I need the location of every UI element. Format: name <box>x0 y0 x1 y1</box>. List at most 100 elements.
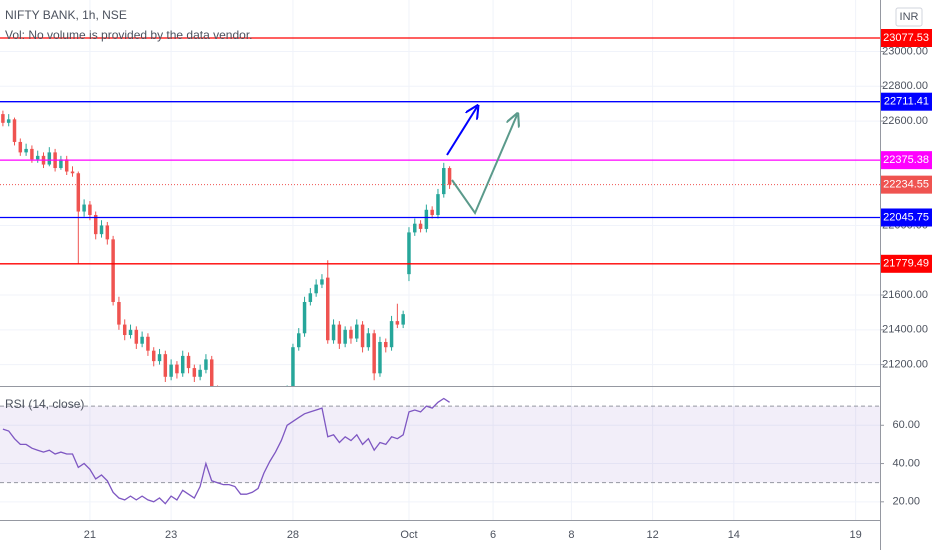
candle-body <box>24 148 28 153</box>
candle-body <box>151 350 156 362</box>
x-tick-label: Oct <box>400 529 417 541</box>
candle-body <box>297 333 301 348</box>
candle-body <box>355 324 359 339</box>
y-tick-label: 40.00 <box>892 457 920 469</box>
level-label-bg <box>881 29 932 48</box>
y-tick-label: 23000.00 <box>882 45 928 57</box>
rsi-band <box>0 406 880 483</box>
y-tick-label: 22800.00 <box>882 80 928 92</box>
x-tick-label: 12 <box>646 529 658 541</box>
candle-body <box>418 223 423 229</box>
y-tick-label: 21400.00 <box>882 324 928 336</box>
candle-body <box>140 336 144 344</box>
candle-body <box>134 329 139 344</box>
candle-body <box>111 239 115 302</box>
rsi-title: RSI (14, close) <box>5 397 84 411</box>
candle-body <box>424 209 429 229</box>
candle-body <box>12 119 17 142</box>
last-price-label: 22234.55 <box>883 179 929 191</box>
candle-body <box>209 359 214 386</box>
level-label-bg <box>881 208 932 227</box>
y-tick-label: 20.00 <box>892 496 920 508</box>
candle-body <box>389 321 394 348</box>
candle-body <box>436 194 440 216</box>
candle-body <box>169 364 173 377</box>
y-tick-label: 21600.00 <box>882 289 928 301</box>
candle-body <box>314 284 318 294</box>
candle-body <box>93 215 98 235</box>
x-tick-label: 19 <box>850 529 862 541</box>
level-label: 22711.41 <box>884 96 929 108</box>
level-label-bg <box>881 151 932 170</box>
candle-body <box>349 329 353 339</box>
candle-body <box>384 341 388 348</box>
candle-body <box>331 324 336 341</box>
candle-body <box>163 354 168 377</box>
candle-body <box>407 232 411 275</box>
y-tick-label: 60.00 <box>892 419 920 431</box>
candle-body <box>82 204 86 212</box>
level-label-bg <box>881 92 932 111</box>
candle-body <box>175 364 179 374</box>
candle-body <box>47 152 52 165</box>
candle-body <box>6 119 11 123</box>
candle-body <box>157 354 162 362</box>
candle-body <box>430 209 434 216</box>
candle-body <box>146 336 150 351</box>
candle-body <box>186 355 191 369</box>
level-label: 21779.49 <box>883 258 929 270</box>
candle-body <box>198 369 202 377</box>
candle-body <box>1 114 5 123</box>
candle-body <box>366 333 371 348</box>
candle-body <box>88 204 92 216</box>
rsi-line <box>2 397 450 505</box>
candle-body <box>360 324 365 348</box>
currency-badge[interactable] <box>895 7 923 27</box>
chart-title: NIFTY BANK, 1h, NSE <box>5 8 127 22</box>
candle-body <box>180 355 185 374</box>
candle-body <box>99 225 104 235</box>
x-tick-label: 6 <box>490 529 496 541</box>
candle-body <box>372 333 376 374</box>
level-label: 22375.38 <box>883 154 929 166</box>
candle-body <box>204 359 208 370</box>
candle-body <box>192 368 197 377</box>
x-tick-label: 21 <box>84 529 96 541</box>
candle-body <box>326 277 330 341</box>
candle-body <box>18 141 23 153</box>
candle-body <box>320 279 324 285</box>
x-tick-label: 8 <box>568 529 574 541</box>
candle-body <box>30 148 34 160</box>
candle-body <box>413 223 417 233</box>
currency[interactable]: INR <box>900 11 919 23</box>
arrow-drawing <box>446 107 477 156</box>
candle-body <box>447 168 452 185</box>
candle-body <box>117 301 121 325</box>
candle-body <box>343 329 347 344</box>
arrow-drawing <box>451 115 517 216</box>
grid <box>0 0 880 520</box>
candle-body <box>70 171 75 174</box>
candle-body <box>308 293 313 302</box>
y-tick-label: 21200.00 <box>882 359 928 371</box>
candle-body <box>302 301 307 334</box>
candle-body <box>122 324 127 336</box>
x-tick-label: 28 <box>287 529 299 541</box>
layer <box>0 37 880 505</box>
candle-body <box>337 324 342 344</box>
candle-body <box>395 321 400 325</box>
candle-body <box>401 314 405 325</box>
y-tick-label: 22600.00 <box>882 115 928 127</box>
candle-body <box>35 155 40 160</box>
x-tick-label: 14 <box>728 529 740 541</box>
candles <box>1 110 452 386</box>
candle-body <box>76 173 81 212</box>
candle-body <box>442 168 446 195</box>
candle-body <box>64 159 69 172</box>
last-price-label-bg <box>881 175 932 194</box>
level-label-bg <box>881 254 932 273</box>
level-label: 22045.75 <box>883 211 929 223</box>
candle-body <box>378 341 382 374</box>
